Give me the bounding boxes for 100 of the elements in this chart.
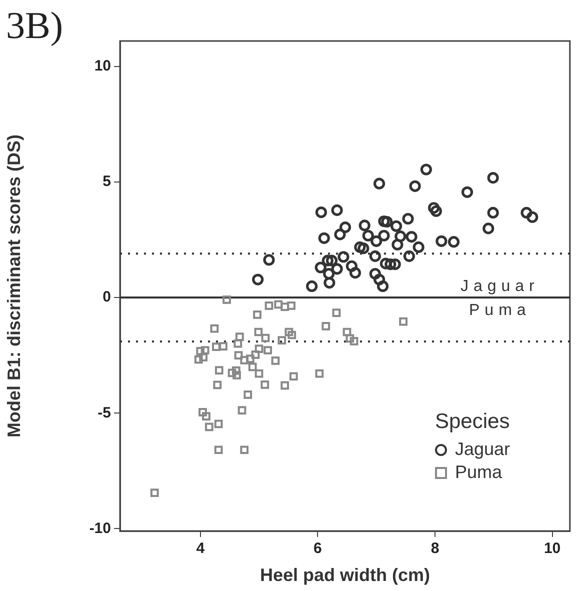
point — [228, 368, 236, 378]
point — [339, 221, 352, 234]
point — [251, 350, 260, 359]
point — [370, 235, 382, 247]
point — [210, 324, 219, 333]
point — [331, 204, 343, 216]
legend-label: Puma — [455, 462, 502, 483]
point — [246, 354, 254, 363]
point — [264, 301, 274, 310]
point — [280, 381, 290, 390]
point — [342, 328, 352, 336]
point — [373, 178, 386, 190]
y-tick-label: 5 — [102, 173, 111, 190]
point — [526, 211, 538, 223]
point — [380, 258, 392, 270]
point — [202, 412, 210, 421]
point — [332, 308, 341, 317]
point — [260, 380, 270, 389]
point — [324, 276, 336, 289]
annotation: Jaguar — [460, 278, 540, 295]
point — [271, 356, 280, 365]
point — [315, 206, 327, 218]
point — [314, 262, 326, 274]
point — [234, 351, 243, 360]
point — [378, 215, 390, 228]
point — [346, 334, 354, 343]
point — [338, 251, 350, 263]
point — [278, 336, 286, 344]
point — [384, 258, 396, 270]
point — [482, 222, 494, 234]
point — [376, 280, 389, 292]
point — [346, 260, 358, 272]
point — [322, 322, 330, 330]
point — [326, 254, 338, 266]
point — [389, 258, 401, 270]
point — [322, 254, 334, 266]
point — [448, 236, 460, 248]
point — [520, 206, 532, 219]
point — [263, 254, 275, 266]
y-tick-label: 10 — [94, 58, 111, 75]
point — [240, 446, 249, 454]
point — [240, 356, 249, 364]
legend-title: Species — [435, 410, 510, 434]
y-tick-label: -5 — [98, 404, 111, 422]
y-axis-title: Model B1: discriminant scores (DS) — [4, 134, 24, 438]
point — [212, 342, 220, 351]
point — [199, 353, 208, 362]
point — [358, 220, 370, 232]
x-tick-label: 4 — [196, 540, 206, 558]
point — [280, 302, 290, 311]
point — [315, 369, 324, 378]
point — [194, 355, 203, 364]
point — [150, 488, 159, 498]
point — [289, 372, 298, 381]
point — [461, 186, 474, 198]
point — [288, 330, 296, 340]
point — [430, 205, 442, 217]
point — [284, 328, 294, 336]
point — [409, 180, 421, 192]
point — [253, 310, 262, 319]
point — [198, 408, 207, 416]
point — [381, 216, 393, 228]
point — [196, 347, 205, 356]
point — [406, 230, 418, 243]
point — [274, 300, 283, 309]
point — [392, 238, 404, 250]
point — [200, 346, 210, 354]
point — [254, 369, 264, 378]
x-tick-label: 10 — [544, 540, 561, 558]
x-axis-title: Heel pad width (cm) — [260, 565, 430, 586]
y-tick-label: -10 — [89, 520, 111, 537]
point — [261, 334, 270, 342]
annotation: Puma — [469, 302, 531, 319]
point — [399, 317, 408, 326]
legend-label: Jaguar — [455, 439, 510, 460]
point — [394, 230, 406, 242]
point — [244, 390, 252, 399]
point — [252, 274, 264, 286]
point — [248, 362, 257, 372]
point — [436, 235, 448, 247]
chart-title: 3B) — [6, 4, 63, 48]
x-tick-label: 8 — [430, 540, 440, 558]
point — [219, 342, 228, 351]
point — [318, 232, 330, 244]
point — [222, 295, 231, 304]
point — [214, 446, 223, 454]
point — [306, 280, 318, 292]
x-tick-label: 6 — [314, 540, 322, 558]
point — [238, 406, 246, 415]
point — [214, 420, 223, 428]
point — [369, 268, 381, 280]
point — [390, 220, 402, 232]
point — [214, 366, 224, 375]
point — [334, 228, 346, 240]
point — [373, 274, 386, 286]
point — [354, 241, 366, 253]
point — [428, 202, 440, 214]
point — [204, 422, 214, 432]
point — [213, 380, 222, 390]
point — [420, 164, 432, 176]
